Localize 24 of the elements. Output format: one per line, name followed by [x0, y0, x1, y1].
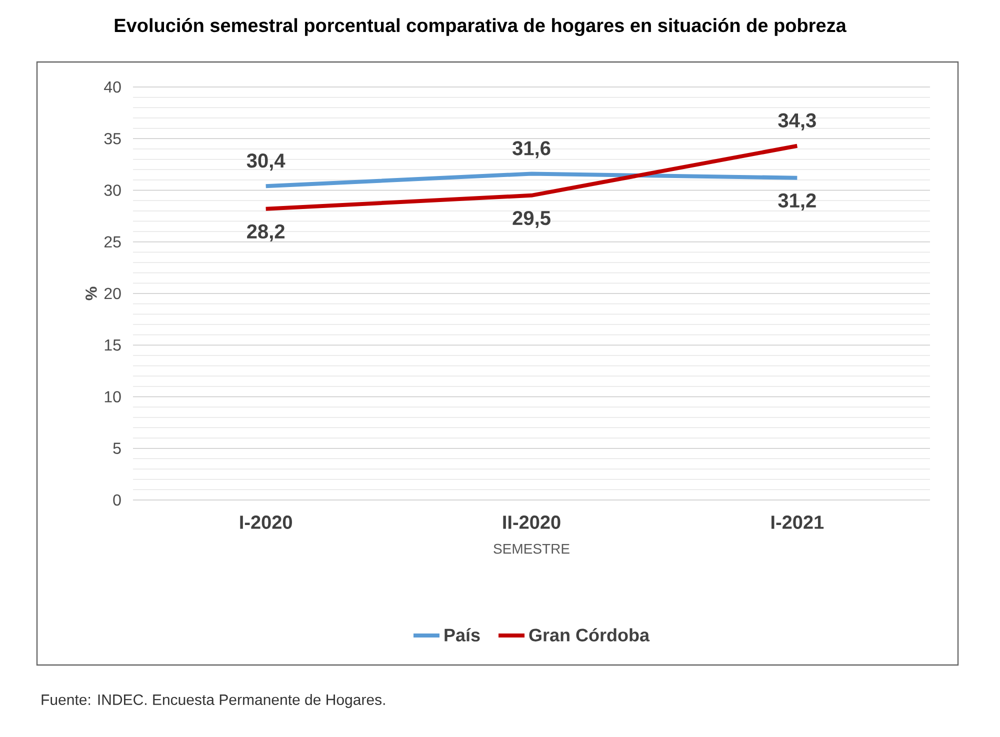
- data-label: 29,5: [512, 210, 550, 228]
- x-tick-label: II-2020: [503, 516, 560, 529]
- data-label: 28,2: [247, 224, 284, 242]
- y-tick-label: 5: [113, 442, 121, 454]
- legend-label: País: [444, 628, 480, 642]
- legend-label: Gran Córdoba: [529, 628, 650, 642]
- x-tick-label: I-2020: [240, 516, 292, 529]
- y-tick-label: 15: [104, 340, 121, 351]
- data-label: 30,4: [246, 154, 286, 171]
- source-note: Fuente: INDEC. Encuesta Permanente de Hogares.: [42, 694, 385, 708]
- y-tick-label: 20: [104, 288, 121, 300]
- y-tick-label: 0: [113, 494, 121, 506]
- data-label: 31,6: [512, 141, 550, 158]
- x-axis-title: SEMESTRE: [494, 544, 570, 554]
- y-axis-title: %: [86, 286, 97, 300]
- y-tick-label: 10: [104, 391, 121, 402]
- y-tick-label: 40: [104, 81, 121, 93]
- chart-title: Evolución semestral porcentual comparativa de hogares en situación de pobreza: [114, 18, 846, 36]
- data-label: 31,2: [778, 193, 816, 210]
- data-label: 34,3: [778, 113, 816, 130]
- x-tick-label: I-2021: [772, 516, 824, 529]
- y-tick-label: 30: [104, 184, 121, 196]
- y-tick-label: 25: [104, 236, 121, 248]
- y-tick-label: 35: [104, 132, 121, 144]
